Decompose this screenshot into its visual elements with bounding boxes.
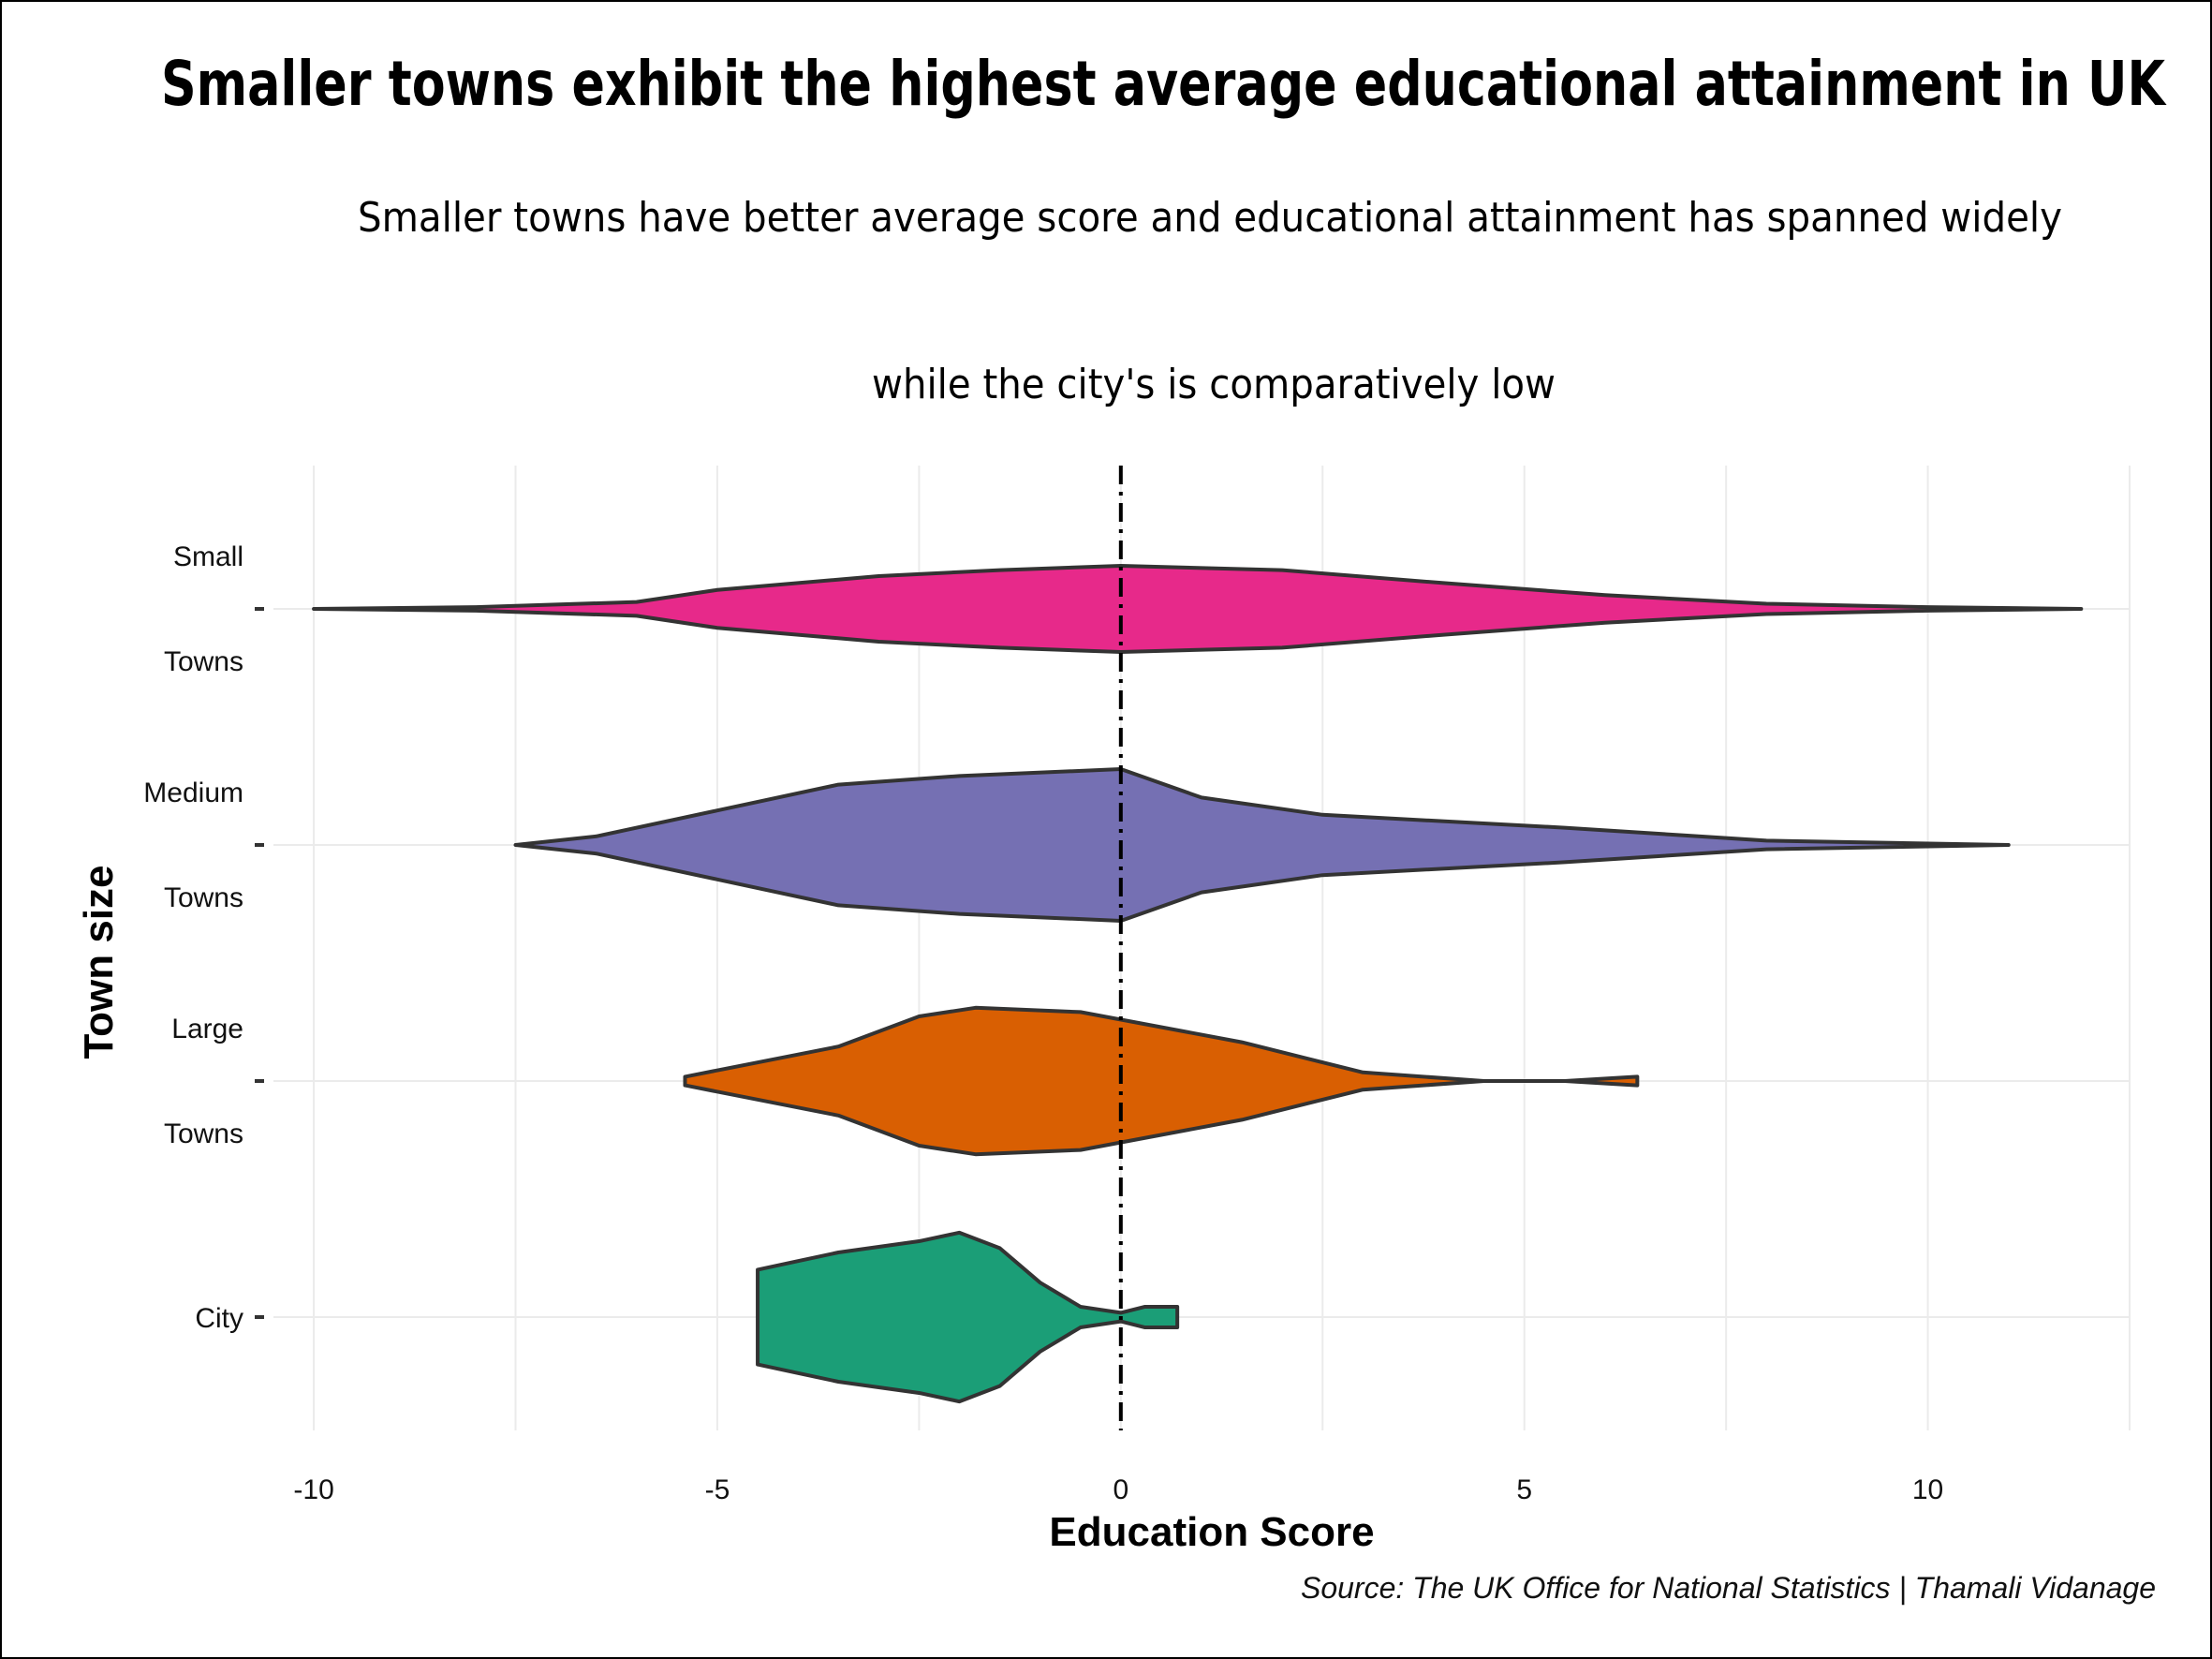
- y-tick-label: Large: [171, 1014, 243, 1044]
- chart-title: Smaller towns exhibit the highest averag…: [161, 48, 2167, 120]
- x-tick-label: -5: [705, 1474, 730, 1505]
- violin-medium-towns: [513, 767, 2011, 923]
- x-tick-label: 5: [1516, 1474, 1532, 1505]
- x-tick-label: -10: [293, 1474, 333, 1505]
- x-axis-ticks: -10 -5 0 5 10: [293, 1474, 1943, 1505]
- y-tick-label: City: [195, 1303, 243, 1334]
- chart-subtitle-line-1: Smaller towns have better average score …: [358, 194, 2062, 242]
- x-axis-title: Education Score: [1049, 1509, 1374, 1555]
- y-tick-label: Medium: [143, 778, 243, 808]
- x-tick-label: 10: [1912, 1474, 1943, 1505]
- chart-caption: Source: The UK Office for National Stati…: [1301, 1571, 2156, 1605]
- violin-small-towns: [312, 564, 2084, 654]
- y-axis-title: Town size: [76, 866, 122, 1059]
- y-tick-label: Towns: [164, 646, 243, 677]
- violins-group: [312, 564, 2084, 1404]
- y-tick-label: Towns: [164, 1118, 243, 1149]
- chart-subtitle-line-2: while the city's is comparatively low: [872, 361, 1556, 408]
- x-tick-label: 0: [1113, 1474, 1128, 1505]
- y-tick-label: Small: [173, 541, 243, 572]
- violin-city: [756, 1230, 1180, 1404]
- violin-large-towns: [683, 1005, 1640, 1157]
- y-tick-label: Towns: [164, 882, 243, 913]
- y-axis-ticks: Small Towns Medium Towns Large Towns City: [143, 541, 264, 1334]
